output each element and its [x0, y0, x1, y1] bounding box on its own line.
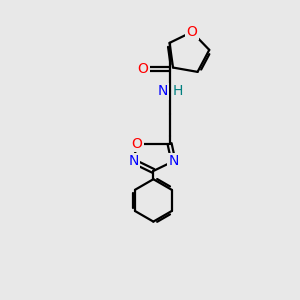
Text: O: O — [138, 62, 148, 76]
Text: O: O — [132, 136, 142, 151]
Text: N: N — [158, 85, 168, 98]
Text: N: N — [128, 154, 139, 168]
Text: H: H — [172, 85, 183, 98]
Text: O: O — [187, 25, 197, 39]
Text: N: N — [168, 154, 178, 168]
